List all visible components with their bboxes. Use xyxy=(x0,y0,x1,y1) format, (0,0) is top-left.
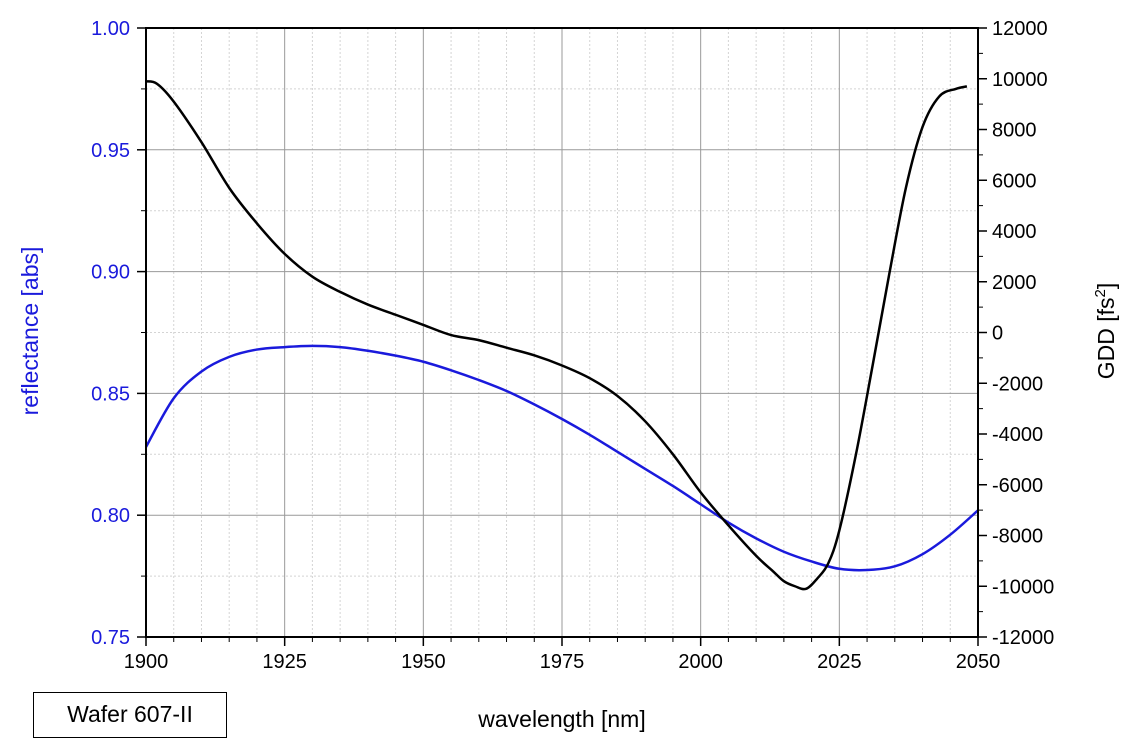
x-tick-label: 2050 xyxy=(956,651,1001,673)
ticks-layer xyxy=(137,27,987,646)
y-right-tick-label: -8000 xyxy=(992,526,1043,548)
y-right-tick-label: -4000 xyxy=(992,424,1043,446)
y-right-tick-label: 12000 xyxy=(992,18,1048,40)
y-left-tick-label: 1.00 xyxy=(91,18,130,40)
x-tick-label: 2025 xyxy=(817,651,862,673)
x-tick-label: 1925 xyxy=(262,651,307,673)
y-left-tick-label: 0.95 xyxy=(91,140,130,162)
y-axis-right-title-sup: 2 xyxy=(1092,289,1109,297)
y-left-tick-label: 0.90 xyxy=(91,262,130,284)
wafer-label: Wafer 607-II xyxy=(67,701,193,727)
y-right-tick-label: 6000 xyxy=(992,170,1037,192)
wafer-label-box: Wafer 607-II xyxy=(33,692,227,738)
y-right-tick-label: 10000 xyxy=(992,69,1048,91)
y-axis-left-title: reflectance [abs] xyxy=(17,247,43,416)
series-gdd-line xyxy=(145,80,968,591)
labels-layer: 1900 1925 1950 1975 2000 2025 2050 0.75 0.80 0.85… xyxy=(91,18,1054,673)
y-right-tick-label: 8000 xyxy=(992,120,1037,142)
grid-major xyxy=(146,28,978,637)
y-left-tick-label: 0.80 xyxy=(91,505,130,527)
y-axis-right-title-tail: ] xyxy=(1093,283,1119,289)
x-tick-label: 1950 xyxy=(401,651,446,673)
y-axis-right-title-base: GDD [fs xyxy=(1093,297,1119,379)
x-axis-title: wavelength [nm] xyxy=(477,706,645,732)
y-right-tick-label: 4000 xyxy=(992,221,1037,243)
y-right-tick-label: -10000 xyxy=(992,576,1054,598)
x-tick-label: 2000 xyxy=(678,651,723,673)
y-axis-right-title: GDD [fs2] xyxy=(1092,283,1119,380)
y-left-tick-label: 0.75 xyxy=(91,627,130,649)
y-left-tick-label: 0.85 xyxy=(91,383,130,405)
x-tick-label: 1900 xyxy=(124,651,169,673)
y-right-tick-label: -6000 xyxy=(992,475,1043,497)
y-right-tick-label: 2000 xyxy=(992,272,1037,294)
y-right-tick-label: -2000 xyxy=(992,373,1043,395)
x-tick-label: 1975 xyxy=(540,651,585,673)
series-layer xyxy=(144,80,979,591)
series-reflectance-line xyxy=(144,344,979,572)
y-right-tick-label: -12000 xyxy=(992,627,1054,649)
y-right-tick-label: 0 xyxy=(992,323,1003,345)
